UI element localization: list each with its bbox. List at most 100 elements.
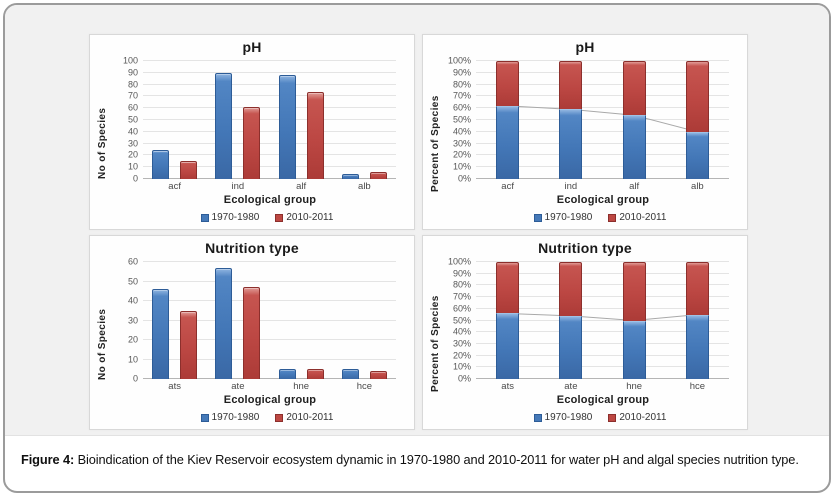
chart-title: pH (242, 39, 262, 55)
bar-1970-1980 (152, 149, 170, 179)
x-axis-tick-label: ats (501, 381, 514, 392)
plot-column: 0 10 20 30 40 50 60 ats ate hne hce Ecological grou… (110, 257, 404, 426)
y-axis-tick-label: 0 (132, 173, 138, 184)
bar-group (476, 61, 539, 179)
gridline (476, 354, 729, 356)
y-axis-tick-label: 30 (127, 138, 138, 149)
x-axis-tick-label: ate (564, 381, 578, 392)
charts-grid: pH No of Species 0 10 20 30 40 50 60 70 80 90 100 acf… (89, 34, 748, 430)
bar-1970-1980 (341, 369, 359, 379)
x-axis-tick-label: alf (296, 181, 307, 192)
gridline (476, 178, 729, 179)
y-axis-tick-label: 60 (127, 102, 138, 113)
x-axis-title: Ecological group (556, 394, 650, 406)
plot-area: 0 10 20 30 40 50 60 70 80 90 100 (123, 56, 396, 183)
bar-1970-1980 (152, 289, 170, 379)
gridline (143, 60, 396, 61)
gridline (476, 95, 729, 97)
legend-label: 1970-1980 (211, 212, 260, 223)
legend-label: 2010-2011 (286, 412, 334, 423)
gridline (476, 154, 729, 156)
y-axis-tick-label: 60% (452, 102, 471, 113)
x-axis-tick-label: ind (564, 181, 578, 192)
bar-segment-1970-1980 (559, 109, 583, 179)
bar-group (476, 262, 539, 379)
chart-legend: 1970-1980 2010-2011 (130, 209, 404, 226)
legend-item: 1970-1980 (200, 412, 259, 423)
bar-2010-2011 (369, 371, 387, 379)
gridline (476, 307, 729, 309)
x-axis-tick-label: hce (689, 381, 706, 392)
bar-segment-2010-2011 (496, 61, 520, 106)
legend-label: 1970-1980 (544, 412, 593, 423)
y-axis-tick-label: 100 (122, 55, 138, 66)
y-axis-tick-label: 70% (452, 90, 471, 101)
plot-column: 0 10 20 30 40 50 60 70 80 90 100 acf ind alf alb Ecolog… (110, 56, 404, 226)
plot-area: 0% 10% 20% 30% 40% 50% 60% 70% 80% 90% 100% (448, 56, 729, 183)
bar-2010-2011 (243, 287, 261, 379)
chart-panel-nutrition-species-count: Nutrition type No of Species 0 10 20 30 40 50 60… (89, 235, 415, 430)
bars (476, 262, 729, 379)
legend-swatch-icon (275, 413, 284, 422)
legend-swatch-icon (275, 213, 284, 222)
gridline (476, 261, 729, 262)
y-axis-tick-label: 20 (127, 149, 138, 160)
chart-legend: 1970-1980 2010-2011 (463, 209, 737, 226)
y-axis-tick-label: 10 (127, 161, 138, 172)
stacked-bar (685, 262, 709, 379)
legend-label: 2010-2011 (619, 212, 667, 223)
y-axis-tick-label: 70% (452, 291, 471, 302)
y-axis-tick-label: 50% (452, 114, 471, 125)
y-axis-tick-label: 20% (452, 149, 471, 160)
y-axis-tick-label: 90% (452, 268, 471, 279)
x-axis-title: Ecological group (223, 194, 317, 206)
y-axis-tick-label: 0% (457, 173, 471, 184)
gridline (476, 119, 729, 120)
x-axis-title: Ecological group (223, 394, 317, 406)
x-axis-tick-label: hne (626, 381, 643, 392)
y-axis-tick-label: 30% (452, 138, 471, 149)
y-axis-tick-label: 100% (447, 256, 471, 267)
x-axis-tick-label: acf (501, 181, 514, 192)
y-axis-title: No of Species (97, 308, 108, 380)
x-axis-tick-label: alf (629, 181, 640, 192)
bar-1970-1980 (215, 72, 233, 179)
legend-item: 2010-2011 (608, 412, 666, 423)
gridline (143, 107, 396, 109)
bar-group (206, 61, 269, 179)
legend-swatch-icon (608, 213, 617, 222)
gridline (476, 319, 729, 321)
plot-column: 0% 10% 20% 30% 40% 50% 60% 70% 80% 90% 100% acf ind a… (443, 56, 737, 226)
gridline (143, 83, 396, 85)
bars (476, 61, 729, 179)
y-axis-tick-label: 80 (127, 79, 138, 90)
y-axis-tick-label: 80% (452, 79, 471, 90)
x-axis-tick-label: ats (168, 381, 181, 392)
legend-swatch-icon (608, 413, 617, 422)
gridline (476, 296, 729, 298)
legend-swatch-icon (200, 213, 209, 222)
gridline (143, 154, 396, 156)
x-axis-ticks: ats ate hne hce (476, 379, 729, 394)
chart-body: No of Species 0 10 20 30 40 50 60 70 80 90 100 acf in… (90, 56, 414, 229)
stacked-bar (622, 61, 646, 179)
y-axis-tick-label: 50% (452, 315, 471, 325)
bars (143, 61, 396, 179)
bar-group (333, 61, 396, 179)
bar-group (539, 262, 602, 379)
chart-body: Percent of Species 0% 10% 20% 30% 40% 50% 60% 70… (423, 256, 747, 429)
bar-2010-2011 (306, 91, 324, 179)
bar-2010-2011 (306, 369, 324, 379)
chart-body: No of Species 0 10 20 30 40 50 60 ats ate hne hce Ec… (90, 257, 414, 429)
y-axis-tick-label: 40% (452, 126, 471, 137)
stacked-bar (622, 262, 646, 379)
figure-caption-text: Bioindication of the Kiev Reservoir ecos… (74, 452, 799, 467)
y-axis-tick-label: 30 (127, 315, 138, 325)
bar-2010-2011 (180, 310, 198, 379)
gridline (476, 166, 729, 168)
bar-group (666, 262, 729, 379)
chart-panel-nutrition-percent: Nutrition type Percent of Species 0% 10% 20%… (422, 235, 748, 430)
legend-item: 1970-1980 (533, 212, 593, 223)
x-axis-tick-label: alb (358, 181, 371, 192)
legend-label: 1970-1980 (544, 212, 593, 223)
